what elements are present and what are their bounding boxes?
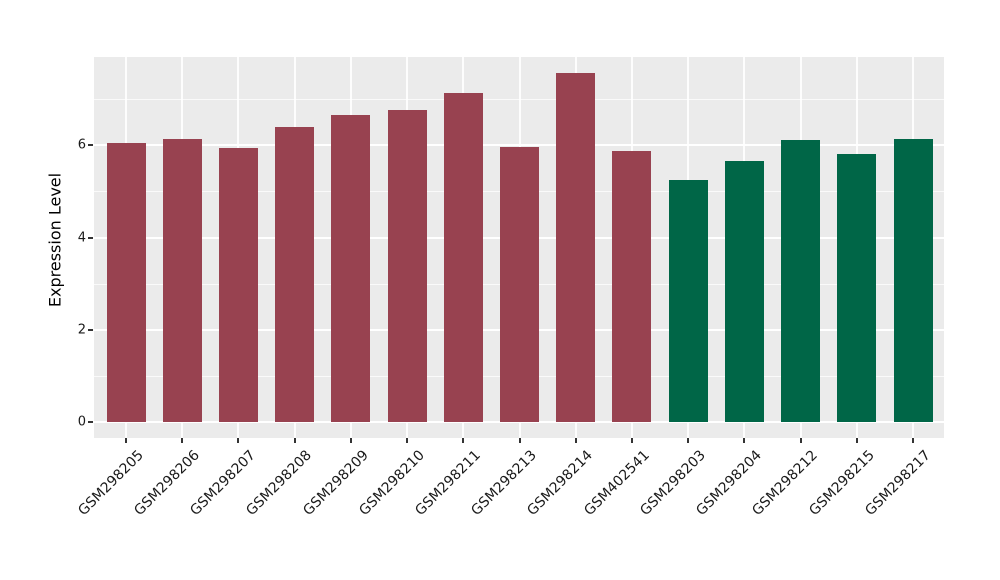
x-tick-mark [743, 438, 746, 443]
x-tick-mark [181, 438, 184, 443]
bar [106, 142, 146, 423]
y-tick-label: 6 [77, 137, 86, 153]
y-tick-mark [88, 328, 93, 331]
bar [668, 179, 708, 423]
x-tick-mark [574, 438, 577, 443]
bar [387, 109, 427, 423]
bar [218, 147, 258, 423]
y-tick-mark [88, 236, 93, 239]
x-tick-mark [855, 438, 858, 443]
bar [837, 154, 877, 423]
plot-panel [94, 57, 944, 438]
bar [331, 114, 371, 423]
x-tick-mark [912, 438, 914, 443]
y-tick-mark [88, 144, 93, 147]
bar [443, 92, 483, 423]
y-tick-label: 2 [77, 322, 86, 338]
bar [162, 138, 202, 423]
x-tick-mark [237, 438, 240, 443]
x-tick-mark [406, 438, 409, 443]
x-tick-mark [518, 438, 521, 443]
x-tick-mark [799, 438, 802, 443]
x-tick-mark [349, 438, 352, 443]
bar [893, 138, 933, 423]
y-tick-mark [88, 421, 93, 424]
bar [500, 147, 539, 423]
x-tick-mark [687, 438, 690, 443]
x-tick-mark [462, 438, 465, 443]
bar [556, 73, 596, 423]
x-tick-mark [630, 438, 633, 443]
y-tick-label: 4 [77, 230, 86, 246]
bar [275, 126, 315, 423]
y-tick-label: 0 [77, 414, 86, 430]
bar [781, 140, 821, 423]
x-tick-mark [293, 438, 296, 443]
bar [724, 160, 764, 423]
x-tick-mark [125, 438, 127, 443]
bar [612, 150, 652, 423]
